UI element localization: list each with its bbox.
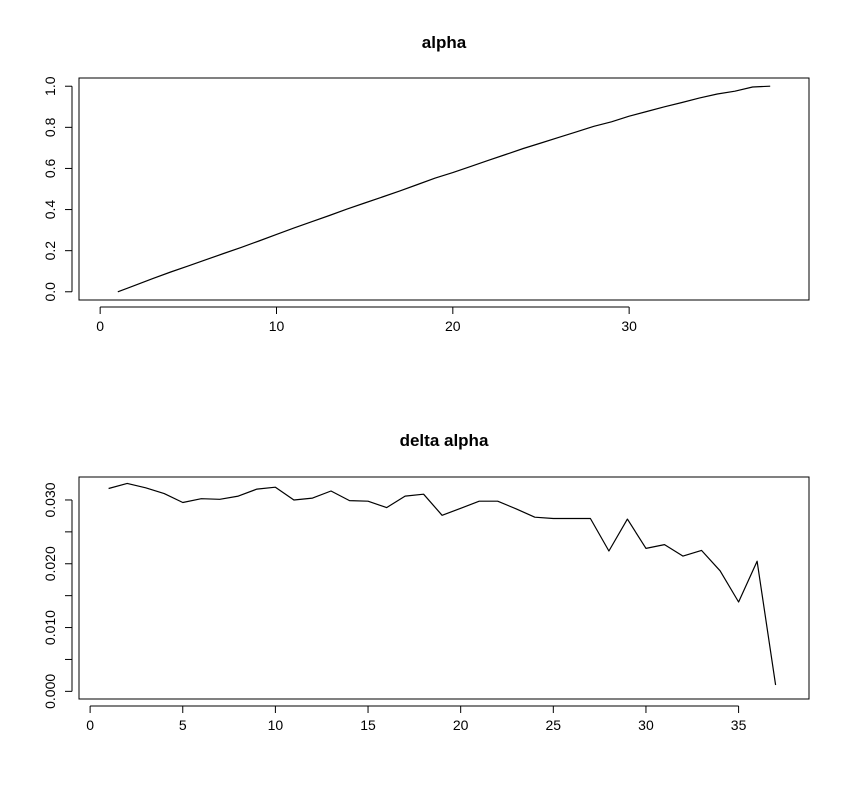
y-tick-label: 1.0 xyxy=(42,76,58,96)
y-tick-label: 0.020 xyxy=(42,546,58,581)
x-tick-label: 35 xyxy=(731,717,747,733)
y-tick-label: 0.000 xyxy=(42,674,58,709)
x-tick-label: 5 xyxy=(179,717,187,733)
alpha-panel: alpha 0 10 20 30 0.0 0.2 0.4 0.6 0.8 1.0 xyxy=(42,33,810,334)
x-tick-label: 30 xyxy=(638,717,654,733)
chart-title: delta alpha xyxy=(400,431,489,450)
chart-title: alpha xyxy=(422,33,467,52)
y-tick-label: 0.8 xyxy=(42,117,58,137)
y-tick-label: 0.6 xyxy=(42,159,58,179)
plot-area xyxy=(78,77,810,301)
x-tick-label: 25 xyxy=(546,717,562,733)
x-tick-label: 30 xyxy=(621,318,637,334)
y-tick-label: 0.0 xyxy=(42,282,58,302)
x-tick-label: 0 xyxy=(96,318,104,334)
series-line xyxy=(108,482,777,686)
y-tick-label: 0.010 xyxy=(42,610,58,645)
series-line xyxy=(117,85,771,293)
x-tick-label: 0 xyxy=(86,717,94,733)
plot-area xyxy=(78,476,810,700)
x-tick-label: 20 xyxy=(445,318,461,334)
x-tick-label: 10 xyxy=(269,318,285,334)
y-tick-label: 0.030 xyxy=(42,482,58,517)
y-tick-label: 0.4 xyxy=(42,200,58,220)
x-tick-label: 20 xyxy=(453,717,469,733)
x-tick-label: 10 xyxy=(268,717,284,733)
delta-alpha-panel: delta alpha 0 5 10 15 20 25 30 35 0.000 0.010 0.020… xyxy=(42,431,810,733)
x-tick-label: 15 xyxy=(360,717,376,733)
y-tick-label: 0.2 xyxy=(42,241,58,261)
